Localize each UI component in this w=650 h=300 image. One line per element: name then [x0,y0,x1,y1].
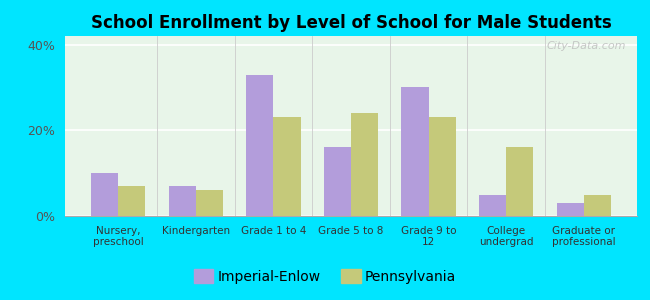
Bar [506,147,534,216]
Bar [196,190,223,216]
Bar [556,203,584,216]
Bar [168,186,196,216]
Bar [274,117,300,216]
Bar [351,113,378,216]
Bar [402,87,428,216]
Text: City-Data.com: City-Data.com [546,41,625,51]
Title: School Enrollment by Level of School for Male Students: School Enrollment by Level of School for… [90,14,612,32]
Bar [246,75,274,216]
Bar [584,195,611,216]
Bar [324,147,351,216]
Bar [428,117,456,216]
Bar [118,186,146,216]
Legend: Imperial-Enlow, Pennsylvania: Imperial-Enlow, Pennsylvania [188,265,462,290]
Bar [479,195,506,216]
Bar [91,173,118,216]
